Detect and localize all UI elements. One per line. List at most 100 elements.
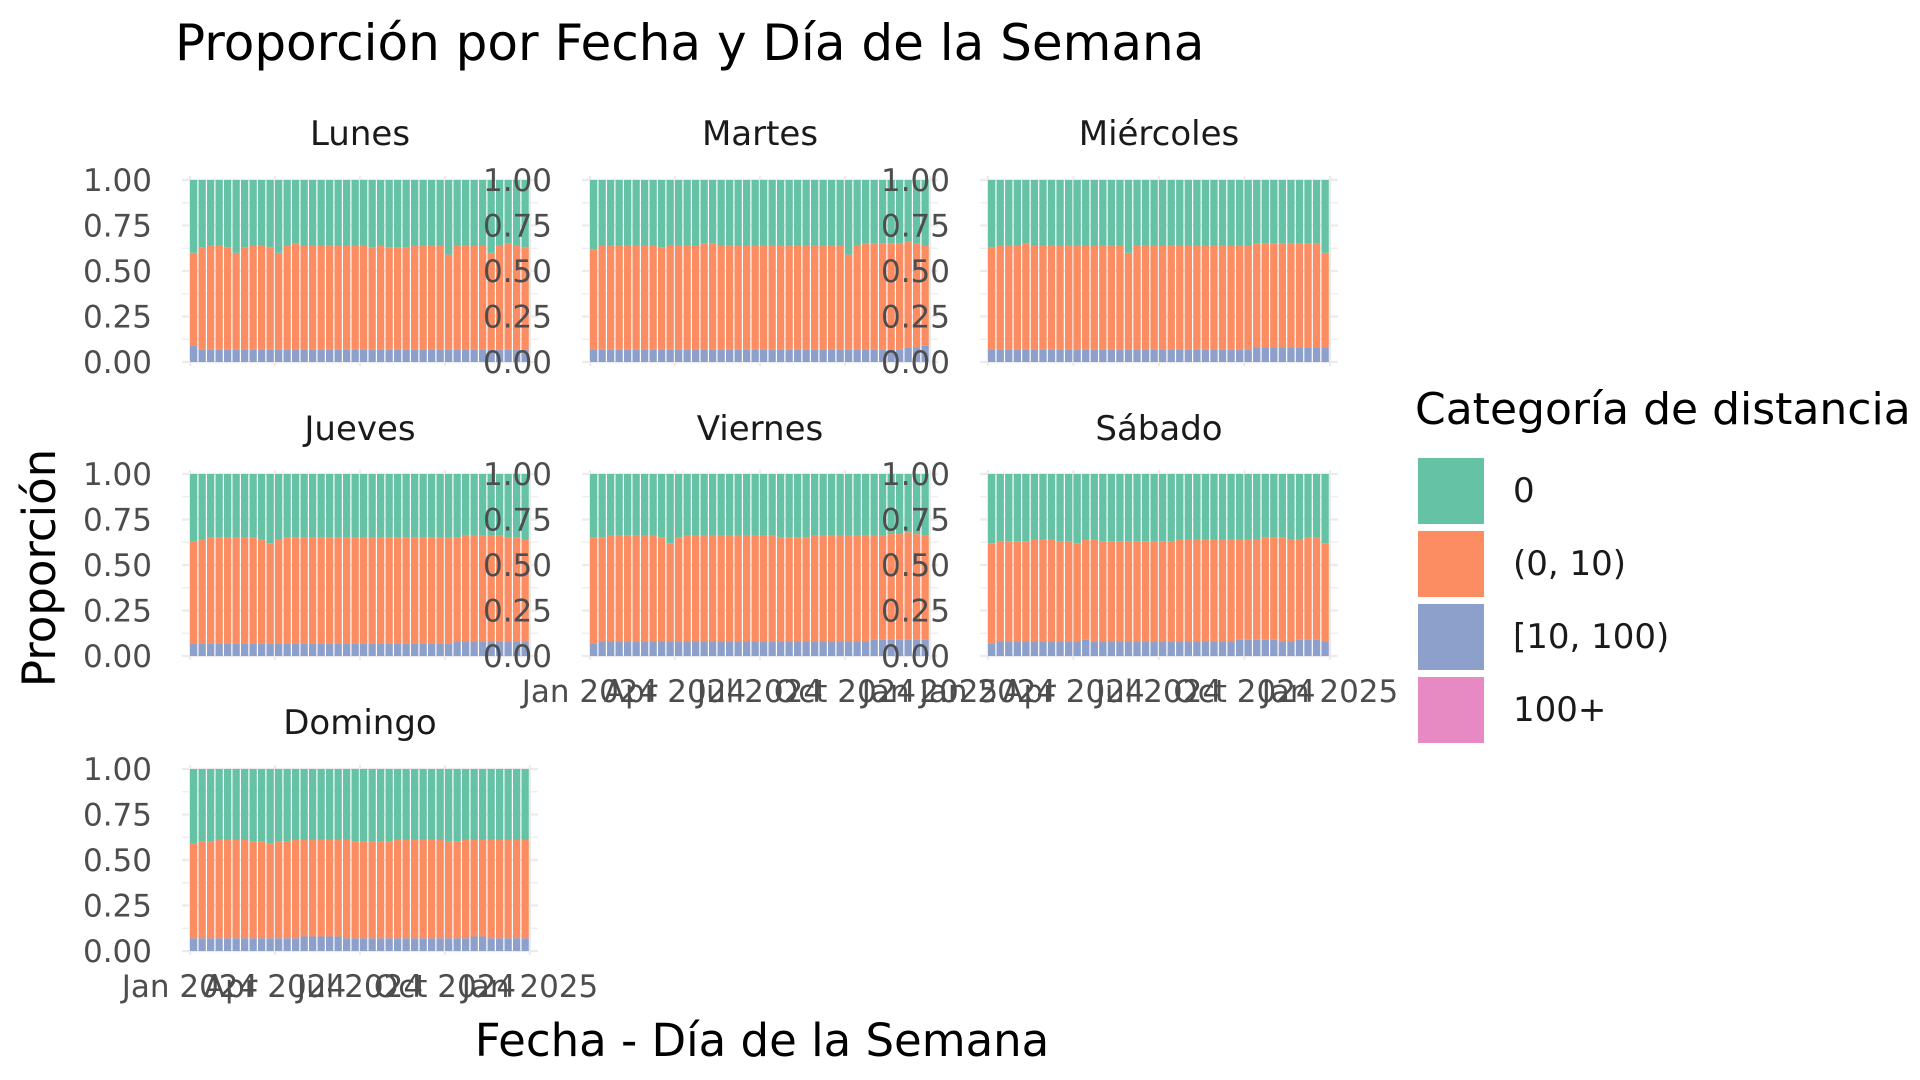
bar-segment-0 (794, 474, 802, 538)
bar-segment-10-100 (828, 349, 836, 362)
bar-segment-0-10 (1056, 245, 1064, 350)
bar-segment-0 (777, 474, 785, 538)
bar-segment-0 (368, 474, 376, 538)
bar-segment-10-100 (334, 643, 342, 656)
bar-segment-10-100 (241, 349, 249, 362)
bar-segment-0 (1278, 474, 1287, 538)
bar-segment-10-100 (411, 938, 419, 951)
bar-segment-10-100 (717, 641, 725, 656)
bar-segment-0 (283, 180, 291, 246)
bar-segment-0 (1176, 180, 1184, 246)
bar-segment-0 (717, 474, 725, 536)
bar-segment-0 (879, 180, 887, 244)
bar-segment-0-10 (1287, 539, 1295, 642)
bar-segment-10-100 (504, 641, 512, 656)
bar-segment-10-100 (487, 938, 495, 951)
bar-segment-0 (1312, 474, 1321, 538)
bar-segment-0 (666, 474, 674, 544)
bar-segment-10-100 (768, 641, 776, 656)
bar-segment-0-10 (1261, 537, 1269, 640)
bar-segment-0 (504, 769, 512, 840)
bar-segment-10-100 (351, 938, 359, 951)
bar-segment-0 (743, 180, 751, 246)
bar-segment-0 (479, 474, 487, 536)
bar-segment-10-100 (351, 349, 359, 362)
bar-segment-10-100 (266, 938, 274, 951)
bar-segment-10-100 (419, 349, 427, 362)
bar-segment-0 (777, 180, 785, 246)
bar-segment-10-100 (1090, 641, 1098, 656)
bar-segment-0-10 (343, 537, 351, 644)
bar-segment-0 (734, 474, 742, 536)
bar-segment-10-100 (794, 641, 802, 656)
bar-segment-0 (428, 474, 436, 538)
bar-segment-0-10 (853, 245, 861, 350)
bar-segment-10-100 (1099, 641, 1107, 656)
bar-segment-10-100 (1167, 349, 1175, 362)
bar-segment-10-100 (1184, 349, 1192, 362)
y-tick-label: 0.25 (483, 594, 552, 630)
bar-segment-0 (896, 474, 904, 535)
bar-segment-0-10 (513, 537, 521, 642)
bar-segment-10-100 (198, 938, 206, 951)
y-tick-label: 0.00 (83, 345, 152, 381)
bar-segment-0 (1201, 180, 1210, 246)
bar-segment-10-100 (1090, 349, 1098, 362)
bar-segment-0 (1253, 180, 1261, 244)
bar-segment-0-10 (453, 537, 461, 642)
bar-segment-10-100 (479, 936, 487, 951)
bar-segment-0 (624, 180, 632, 246)
bar-segment-10-100 (649, 641, 657, 656)
bar-segment-10-100 (207, 349, 215, 362)
bar-segment-0-10 (1133, 541, 1141, 642)
bar-segment-0-10 (709, 243, 717, 350)
bar-segment-0-10 (232, 252, 240, 350)
bar-segment-0-10 (215, 839, 223, 939)
bar-segment-0 (462, 180, 470, 246)
bar-segment-0 (768, 474, 776, 536)
y-tick-label: 0.75 (83, 503, 152, 539)
bar-segment-0 (377, 769, 385, 842)
bar-segment-10-100 (845, 349, 853, 362)
bar-segment-10-100 (232, 938, 240, 951)
bar-segment-10-100 (377, 938, 385, 951)
y-tick-label: 0.75 (483, 503, 552, 539)
bar-segment-0 (904, 474, 912, 533)
bar-segment-0 (862, 180, 870, 244)
bar-segment-0 (462, 769, 470, 840)
bar-segment-10-100 (666, 641, 674, 656)
bar-segment-0 (1304, 180, 1312, 244)
bar-segment-10-100 (232, 349, 240, 362)
y-tick-label: 0.75 (83, 798, 152, 834)
bar-segment-0 (632, 180, 640, 246)
bar-segment-10-100 (1030, 349, 1039, 362)
bar-segment-0-10 (590, 249, 598, 350)
bar-segment-0 (624, 474, 632, 536)
bar-segment-0 (1176, 474, 1184, 540)
bar-segment-0-10 (445, 537, 453, 644)
bar-segment-0 (819, 474, 827, 536)
bar-segment-0 (419, 769, 427, 840)
bar-segment-0 (1039, 474, 1047, 540)
y-tick-label: 0.75 (83, 209, 152, 245)
bar-segment-0-10 (402, 839, 410, 939)
bar-segment-0 (394, 474, 402, 538)
bar-segment-0-10 (768, 535, 776, 642)
bar-segment-0 (1064, 180, 1073, 246)
bar-segment-10-100 (385, 349, 393, 362)
bar-segment-0-10 (1090, 245, 1098, 350)
bar-segment-10-100 (641, 349, 649, 362)
bar-segment-0 (1244, 180, 1252, 246)
bar-segment-0-10 (215, 245, 223, 350)
bar-segment-0 (658, 180, 666, 248)
facet-panel: Jueves 0.00 0.25 0.50 0.75 1.00 (83, 409, 538, 675)
bar-segment-0 (445, 474, 453, 538)
bar-segment-0-10 (343, 839, 351, 939)
bar-segment-0-10 (649, 535, 657, 642)
bar-segment-0 (1056, 180, 1064, 246)
bar-segment-0 (743, 474, 751, 536)
bar-segment-0-10 (436, 839, 444, 939)
bar-segment-0 (1159, 474, 1167, 542)
bar-segment-10-100 (436, 938, 444, 951)
bar-segment-10-100 (394, 938, 402, 951)
